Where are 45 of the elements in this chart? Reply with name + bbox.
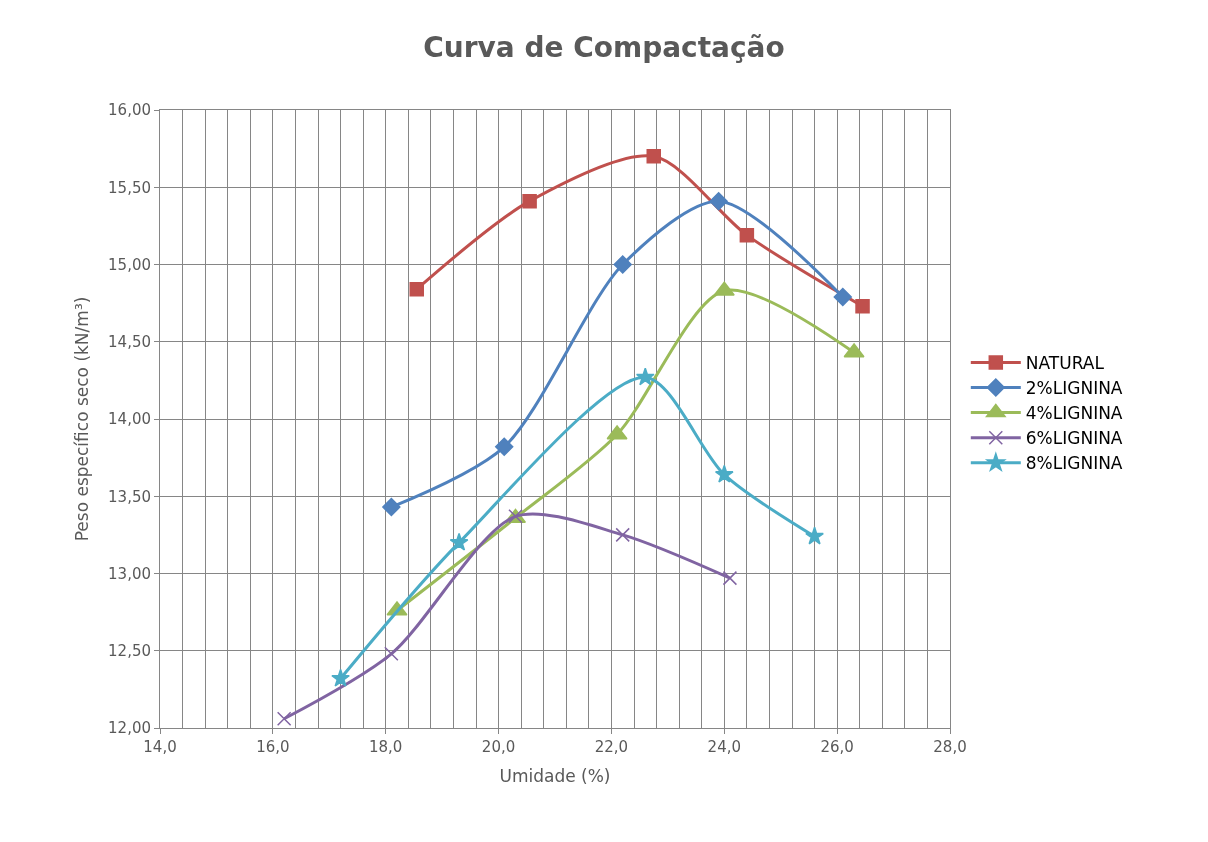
point (714, 464, 734, 483)
point (646, 149, 661, 164)
legend-label: 2%LIGNINA (1025, 378, 1123, 399)
legend-label: 4%LIGNINA (1025, 403, 1123, 424)
point (709, 191, 728, 211)
point (805, 526, 824, 545)
point (508, 509, 523, 524)
chart-title: Curva de Compactação (423, 31, 785, 65)
point (615, 527, 630, 543)
x-tick-label: 26,0 (820, 738, 854, 756)
legend-label: 6%LIGNINA (1025, 428, 1123, 449)
legend-label: 8%LIGNINA (1025, 453, 1123, 474)
y-tick-label: 12,50 (108, 642, 151, 660)
point (722, 570, 738, 586)
point (409, 281, 424, 297)
point (495, 437, 514, 457)
point (635, 367, 655, 386)
x-tick-label: 16,0 (256, 738, 290, 756)
legend-label: NATURAL (1025, 353, 1105, 374)
x-tick-label: 18,0 (369, 738, 403, 756)
y-tick-label: 14,00 (108, 410, 151, 429)
y-tick-label: 14,50 (108, 333, 151, 351)
y-tick-label: 15,00 (108, 255, 151, 274)
point (276, 711, 292, 726)
y-tick-label: 15,50 (108, 178, 151, 197)
point (449, 532, 469, 551)
point (384, 646, 399, 662)
x-tick-label: 14,0 (143, 738, 177, 756)
x-tick-label: 24,0 (707, 738, 741, 756)
point (522, 193, 537, 209)
x-axis-title: Umidade (%) (499, 766, 611, 787)
x-tick-label: 22,0 (594, 738, 629, 756)
point (739, 227, 755, 243)
y-tick-label: 13,00 (108, 564, 151, 583)
x-tick-label: 28,0 (933, 738, 967, 756)
y-axis-title: Peso específico seco (kN/m³) (71, 296, 92, 542)
point (833, 287, 852, 307)
point (382, 497, 401, 517)
y-tick-label: 13,50 (108, 487, 151, 506)
point (855, 298, 870, 314)
y-tick-label: 12,00 (108, 719, 151, 738)
point (331, 668, 350, 687)
y-tick-label: 16,00 (108, 101, 151, 120)
x-tick-label: 20,0 (481, 738, 516, 756)
point (613, 255, 632, 274)
